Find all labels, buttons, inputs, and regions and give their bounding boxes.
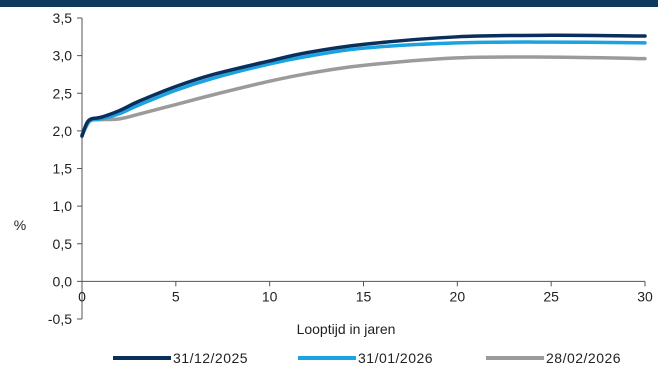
- y-tick-label: 3,0: [53, 48, 73, 64]
- x-tick-label: 15: [356, 288, 372, 304]
- y-tick-label: -0,5: [48, 311, 72, 327]
- series-line: [82, 57, 645, 135]
- legend-label: 31/01/2026: [358, 350, 433, 366]
- legend-label: 31/12/2025: [173, 350, 248, 366]
- y-axis-title: %: [14, 217, 26, 233]
- y-tick-label: 2,5: [53, 85, 73, 101]
- x-axis-title: Looptijd in jaren: [297, 321, 396, 337]
- series-lines: [82, 35, 645, 136]
- y-tick-label: 0,5: [53, 236, 73, 252]
- series-line: [82, 35, 645, 136]
- x-tick-label: 20: [450, 288, 466, 304]
- y-tick-label: 2,0: [53, 123, 73, 139]
- y-tick-label: 3,5: [53, 10, 73, 26]
- x-tick-label: 10: [262, 288, 278, 304]
- y-tick-label: 0,0: [53, 273, 73, 289]
- y-tick-label: 1,5: [53, 161, 73, 177]
- x-tick-label: 30: [637, 288, 653, 304]
- x-tick-label: 0: [78, 288, 86, 304]
- legend-label: 28/02/2026: [546, 350, 621, 366]
- y-tick-label: 1,0: [53, 198, 73, 214]
- x-tick-label: 5: [172, 288, 180, 304]
- x-tick-label: 25: [543, 288, 559, 304]
- axes: [77, 18, 645, 319]
- legend: 31/12/2025 31/01/2026 28/02/2026: [113, 350, 621, 366]
